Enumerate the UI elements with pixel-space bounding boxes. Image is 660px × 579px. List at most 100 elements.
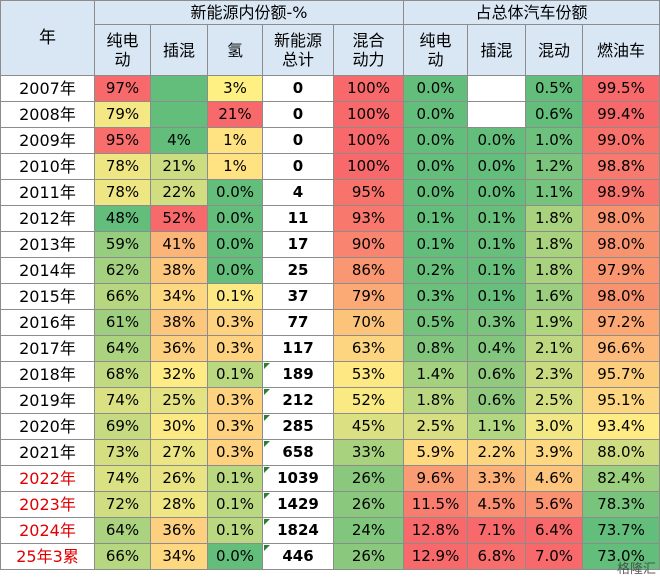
year-header: 年 (0, 0, 95, 76)
nev-total-value: 17 (287, 235, 309, 253)
phev-share-cell: 36% (150, 335, 208, 362)
bev-share-cell: 61% (94, 309, 151, 336)
cell-comment-marker (264, 519, 270, 525)
hybrid-share-cell: 52% (332, 387, 405, 414)
hydrogen-share-cell: 0.3% (207, 387, 263, 414)
phev-share-cell: 21% (150, 153, 208, 180)
nev-total-value: 0 (292, 131, 304, 149)
phev-share-cell: 38% (150, 257, 208, 284)
hybrid-share-cell: 53% (332, 361, 405, 388)
ice-share-cell: 95.7% (582, 361, 660, 388)
nev-total-cell: 0 (262, 127, 334, 154)
hydrogen-share-cell: 0.0% (207, 257, 263, 284)
hybrid-share-cell: 90% (332, 231, 405, 258)
year-cell: 2009年 (0, 127, 95, 154)
bev-share-cell: 95% (94, 127, 151, 154)
phev-total-share-cell: 4.5% (467, 491, 527, 518)
hybrid-share-cell: 45% (332, 413, 405, 440)
hybrid-total-share-cell: 1.8% (525, 257, 584, 284)
hybrid-share-cell: 63% (332, 335, 405, 362)
year-cell: 2018年 (0, 361, 95, 388)
phev-share-cell: 38% (150, 309, 208, 336)
phev-total-share-cell: 0.1% (467, 231, 527, 258)
nev-total-cell: 1429 (262, 491, 334, 518)
ice-share-cell: 93.4% (582, 413, 660, 440)
bev-share-cell: 64% (94, 517, 151, 544)
nev-total-value: 0 (292, 157, 304, 175)
phev-share-cell: 52% (150, 205, 208, 232)
table-row: 2015年 66% 34% 0.1% 37 79% 0.3% 0.1% 1.6% 98.0% (0, 283, 660, 310)
hybrid-share-cell: 26% (332, 543, 405, 570)
nev-total-cell: 77 (262, 309, 334, 336)
nev-total-cell: 11 (262, 205, 334, 232)
hybrid-total-share-cell: 2.5% (525, 387, 584, 414)
hybrid-share-cell: 86% (332, 257, 405, 284)
table-row: 2024年 64% 36% 0.1% 1824 24% 12.8% 7.1% 6.4% 73.7% (0, 517, 660, 544)
bev-total-share-cell: 1.8% (403, 387, 469, 414)
nev-total-value: 1824 (277, 521, 319, 539)
nev-total-value: 4 (292, 183, 304, 201)
phev-total-share-cell (467, 101, 527, 128)
table-row: 2022年 74% 26% 0.1% 1039 26% 9.6% 3.3% 4.6% 82.4% (0, 465, 660, 492)
phev-share-cell: 41% (150, 231, 208, 258)
phev-share-cell: 25% (150, 387, 208, 414)
bev-share-cell: 68% (94, 361, 151, 388)
bev-share-cell: 66% (94, 543, 151, 570)
year-cell: 2015年 (0, 283, 95, 310)
phev-share-cell (150, 75, 208, 102)
nev-total-value: 446 (282, 547, 314, 565)
nev-total-cell: 189 (262, 361, 334, 388)
hybrid-total-share-cell: 0.6% (525, 101, 584, 128)
hybrid-share-cell: 93% (332, 205, 405, 232)
phev-total-share-cell: 0.6% (467, 361, 527, 388)
hydrogen-share-cell: 0.0% (207, 205, 263, 232)
bev-total-share-cell: 0.1% (403, 231, 469, 258)
hybrid-share-cell: 70% (332, 309, 405, 336)
bev-share-cell: 74% (94, 465, 151, 492)
ice-share-cell: 95.1% (582, 387, 660, 414)
phev-share-cell: 30% (150, 413, 208, 440)
bev-share-cell: 66% (94, 283, 151, 310)
hybrid-total-share-cell: 1.8% (525, 231, 584, 258)
hybrid-total-share-cell: 1.8% (525, 205, 584, 232)
table-row: 2009年 95% 4% 1% 0 100% 0.0% 0.0% 1.0% 99.0% (0, 127, 660, 154)
bev-share-cell: 48% (94, 205, 151, 232)
phev-total-share-cell: 0.0% (467, 179, 527, 206)
bev-total-share-cell: 0.3% (403, 283, 469, 310)
hybrid-share-cell: 95% (332, 179, 405, 206)
nev-total-cell: 212 (262, 387, 334, 414)
bev-share-cell: 73% (94, 439, 151, 466)
nev-total-cell: 0 (262, 153, 334, 180)
nev-total-cell: 37 (262, 283, 334, 310)
hybrid-total-share-cell: 1.1% (525, 179, 584, 206)
hybrid-share-cell: 100% (332, 153, 405, 180)
table-row: 25年3累 66% 34% 0.0% 446 26% 12.9% 6.8% 7.0% 73.0% (0, 543, 660, 570)
phev-total-share-cell: 0.0% (467, 153, 527, 180)
hybrid-total-share-cell: 1.2% (525, 153, 584, 180)
nev-total-value: 11 (287, 209, 309, 227)
nev-total-value: 1429 (277, 495, 319, 513)
cell-comment-marker (264, 545, 270, 551)
hydrogen-share-cell: 1% (207, 153, 263, 180)
bev-share-cell: 59% (94, 231, 151, 258)
hybrid-total-share-cell: 1.9% (525, 309, 584, 336)
bev-total-share-cell: 9.6% (403, 465, 469, 492)
nev-internal-share-header: 新能源内份额-% (93, 0, 405, 25)
hybrid-share-header: 混合 动力 (332, 24, 405, 76)
table-row: 2020年 69% 30% 0.3% 285 45% 2.5% 1.1% 3.0% 93.4% (0, 413, 660, 440)
hybrid-total-share-cell: 3.0% (525, 413, 584, 440)
phev-total-share-cell: 0.4% (467, 335, 527, 362)
phev-total-share-cell: 0.6% (467, 387, 527, 414)
phev-total-share-cell: 7.1% (467, 517, 527, 544)
bev-share-cell: 97% (94, 75, 151, 102)
bev-total-share-cell: 0.0% (403, 179, 469, 206)
bev-total-share-cell: 5.9% (403, 439, 469, 466)
year-cell: 2014年 (0, 257, 95, 284)
table-row: 2016年 61% 38% 0.3% 77 70% 0.5% 0.3% 1.9% 97.2% (0, 309, 660, 336)
hybrid-total-share-cell: 1.6% (525, 283, 584, 310)
cell-comment-marker (264, 363, 270, 369)
hydrogen-share-cell: 0.1% (207, 465, 263, 492)
cell-comment-marker (264, 441, 270, 447)
ice-share-header: 燃油车 (582, 24, 660, 76)
hydrogen-share-cell: 0.3% (207, 439, 263, 466)
